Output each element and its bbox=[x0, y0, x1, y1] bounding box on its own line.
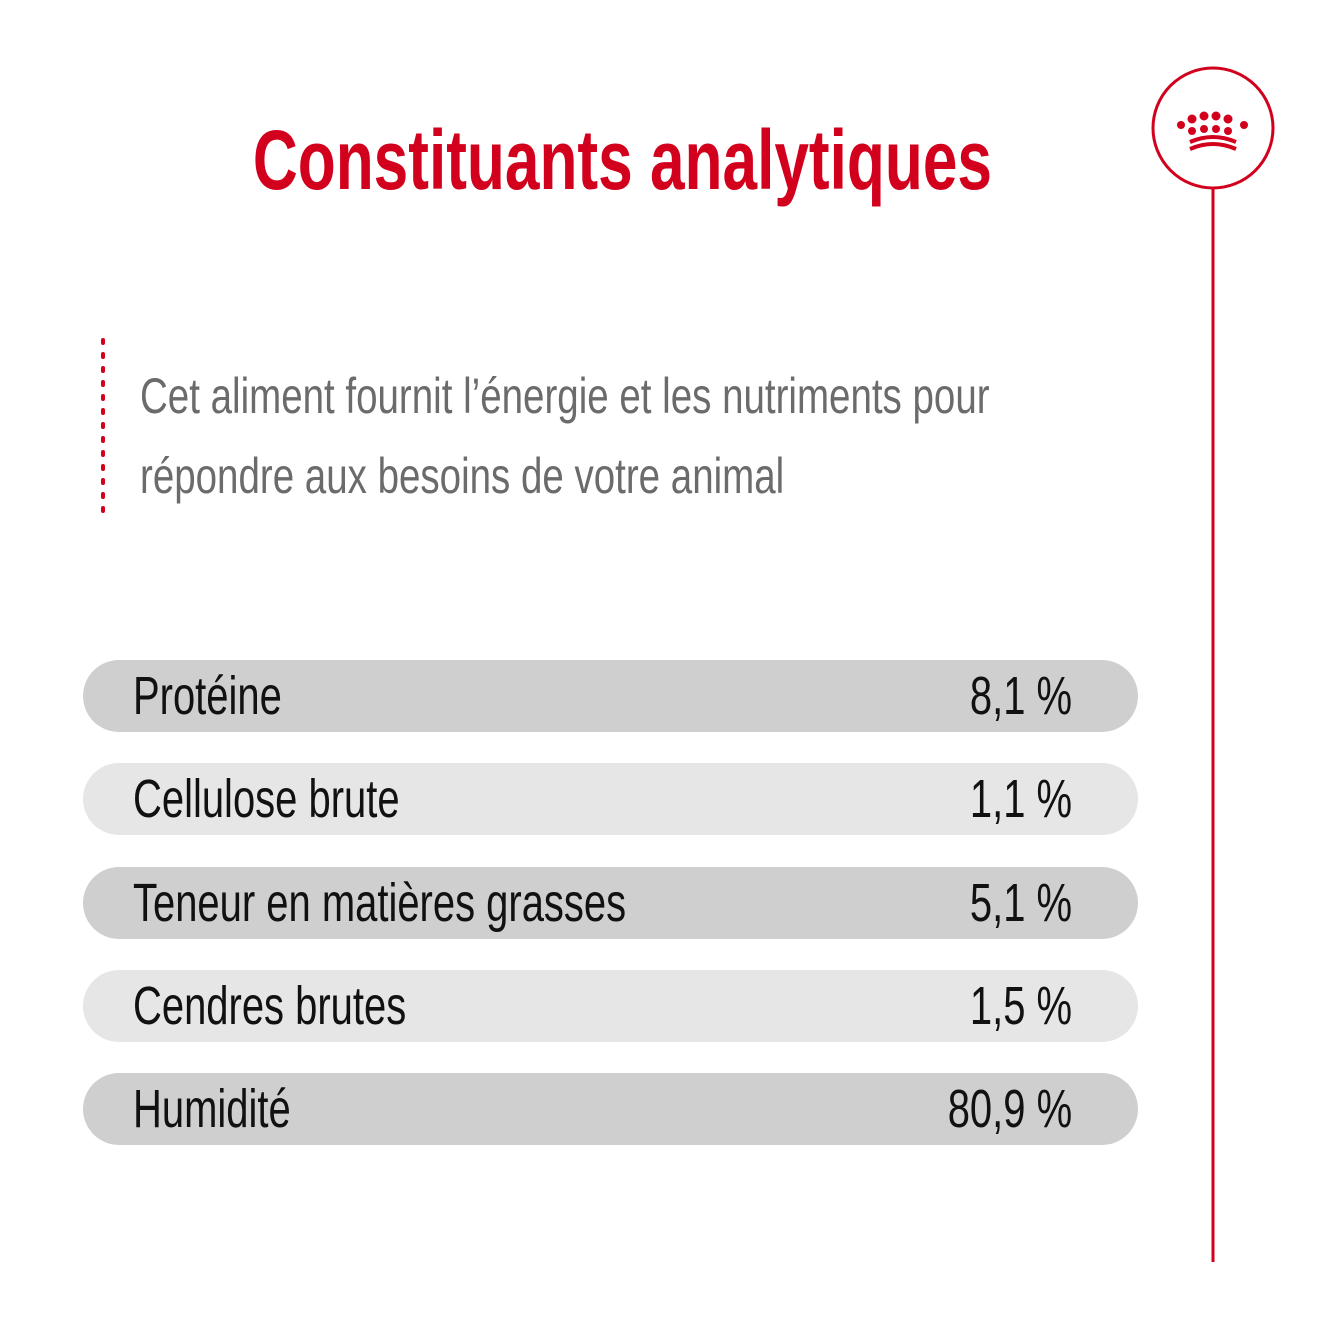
table-row: Cendres brutes 1,5 % bbox=[83, 969, 1138, 1042]
row-value: 1,5 % bbox=[969, 975, 1072, 1036]
table-row: Humidité 80,9 % bbox=[83, 1073, 1138, 1146]
row-value: 8,1 % bbox=[969, 666, 1072, 726]
crown-logo bbox=[1177, 111, 1248, 135]
table-row: Protéine 8,1 % bbox=[83, 660, 1138, 732]
row-label: Protéine bbox=[133, 666, 282, 726]
row-value: 1,1 % bbox=[969, 769, 1072, 830]
title-wrap: Constituants analytiques bbox=[0, 112, 1244, 209]
description: Cet aliment fournit l’énergie et les nut… bbox=[140, 368, 990, 504]
row-label: Teneur en matières grasses bbox=[133, 872, 627, 933]
row-label: Humidité bbox=[133, 1079, 291, 1140]
title: Constituants analytiques bbox=[252, 113, 992, 207]
table-row: Teneur en matières grasses 5,1 % bbox=[83, 866, 1138, 939]
row-value: 80,9 % bbox=[947, 1079, 1072, 1140]
row-label: Cellulose brute bbox=[133, 769, 400, 830]
crown-base bbox=[1189, 135, 1237, 151]
row-label: Cendres brutes bbox=[133, 975, 407, 1036]
row-value: 5,1 % bbox=[969, 872, 1072, 933]
table-row: Cellulose brute 1,1 % bbox=[83, 763, 1138, 836]
